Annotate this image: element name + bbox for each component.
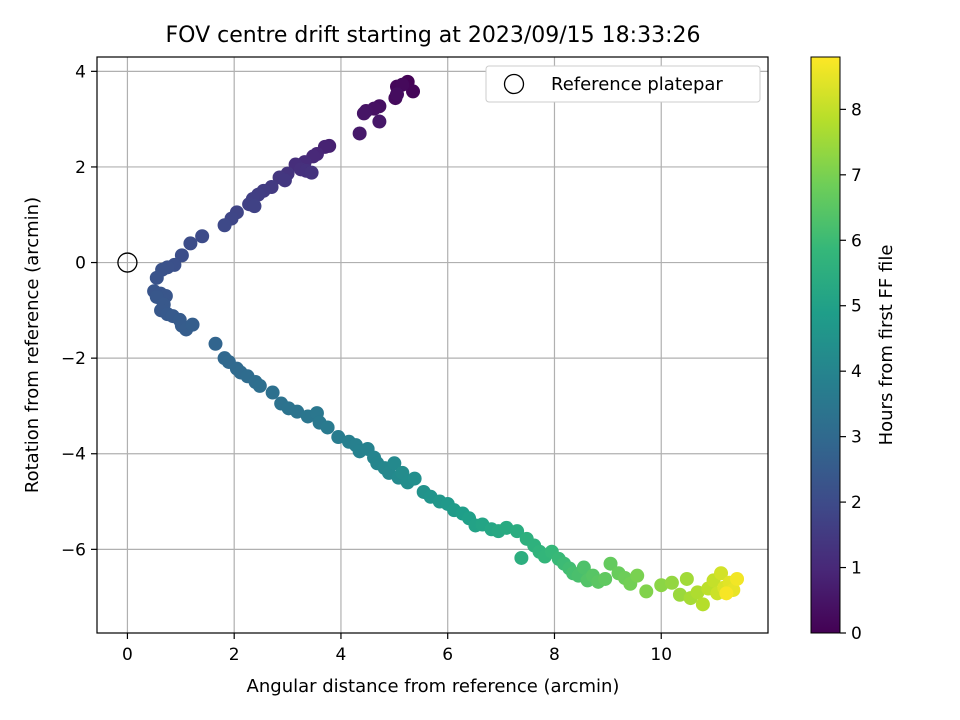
x-tick-label: 6 xyxy=(442,645,453,665)
data-point xyxy=(576,560,591,575)
plot-points xyxy=(147,74,745,612)
y-tick-label: −4 xyxy=(61,445,86,465)
colorbar-tick-label: 6 xyxy=(851,231,862,251)
x-tick-label: 8 xyxy=(549,645,560,665)
data-point xyxy=(304,165,319,180)
colorbar-tick-label: 8 xyxy=(851,100,862,120)
data-point xyxy=(714,566,729,581)
colorbar-tick-label: 4 xyxy=(851,362,862,382)
data-point xyxy=(730,571,745,586)
x-tick-label: 4 xyxy=(336,645,347,665)
axis-ticks: 0 2 4 6 8 10 −6 −4 −2 0 2 4 xyxy=(61,62,672,665)
y-tick-label: −6 xyxy=(61,540,86,560)
plot-grid xyxy=(97,57,768,633)
y-tick-label: −2 xyxy=(61,349,86,369)
data-point xyxy=(352,126,367,141)
y-axis-label: Rotation from reference (arcmin) xyxy=(22,197,43,493)
colorbar-ticks: 0 1 2 3 4 5 6 7 8 xyxy=(840,100,862,644)
colorbar-label: Hours from first FF file xyxy=(876,245,897,446)
colorbar-tick-label: 5 xyxy=(851,297,862,317)
data-point xyxy=(217,218,232,233)
x-tick-label: 0 xyxy=(122,645,133,665)
data-point xyxy=(195,229,210,244)
data-point xyxy=(406,84,421,99)
colorbar-tick-label: 2 xyxy=(851,493,862,513)
reference-platepar-marker xyxy=(117,252,138,273)
colorbar-tick-label: 1 xyxy=(851,559,862,579)
data-point xyxy=(695,597,710,612)
data-point xyxy=(672,587,687,602)
data-point xyxy=(208,336,223,351)
data-point xyxy=(356,106,371,121)
y-tick-label: 2 xyxy=(75,158,86,178)
data-point xyxy=(277,173,292,188)
colorbar xyxy=(810,56,841,634)
data-point xyxy=(654,578,669,593)
colorbar-tick-label: 0 xyxy=(851,624,862,644)
data-point xyxy=(372,114,387,129)
chart-title: FOV centre drift starting at 2023/09/15 … xyxy=(166,23,701,48)
data-point xyxy=(598,571,613,586)
y-tick-label: 4 xyxy=(75,62,86,82)
data-point xyxy=(664,575,679,590)
x-axis-label: Angular distance from reference (arcmin) xyxy=(247,676,620,697)
x-tick-label: 10 xyxy=(650,645,672,665)
data-point xyxy=(390,87,405,102)
data-point xyxy=(499,520,514,535)
reference-layer xyxy=(117,252,138,273)
data-point xyxy=(719,586,734,601)
data-point xyxy=(149,270,164,285)
data-point xyxy=(331,430,346,445)
data-point xyxy=(679,571,694,586)
legend-box: Reference platepar xyxy=(485,65,761,103)
x-tick-label: 2 xyxy=(229,645,240,665)
data-point xyxy=(252,378,267,393)
data-point xyxy=(265,385,280,400)
data-point xyxy=(603,556,618,571)
colorbar-tick-label: 3 xyxy=(851,428,862,448)
data-point xyxy=(690,585,705,600)
y-tick-label: 0 xyxy=(75,254,86,274)
data-point xyxy=(514,550,529,565)
data-point xyxy=(247,199,262,214)
plot-frame xyxy=(96,56,769,634)
data-point xyxy=(320,420,335,435)
legend-marker-reference xyxy=(503,73,525,95)
data-point xyxy=(174,248,189,263)
data-point xyxy=(290,404,305,419)
data-point xyxy=(407,471,422,486)
data-point xyxy=(630,568,645,583)
data-point xyxy=(510,524,525,539)
data-point xyxy=(183,236,198,251)
data-point xyxy=(639,584,654,599)
data-point xyxy=(387,456,402,471)
data-point xyxy=(185,317,200,332)
legend-label-reference: Reference platepar xyxy=(551,74,723,95)
colorbar-tick-label: 7 xyxy=(851,166,862,186)
